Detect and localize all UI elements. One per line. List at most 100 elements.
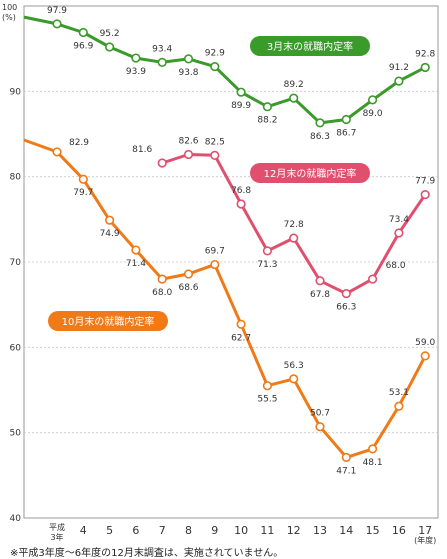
data-point (394, 76, 404, 86)
x-tick-label: 平成 3年 (49, 522, 65, 542)
data-point (183, 269, 194, 279)
data-label: 71.3 (257, 260, 277, 270)
y-tick-label: 50 (10, 429, 22, 439)
data-point (289, 374, 299, 384)
data-point (210, 259, 220, 270)
data-label: 76.8 (231, 186, 251, 196)
x-tick-label: 16 (392, 524, 406, 537)
legend-layer: 3月末の就職内定率 12月末の就職内定率 10月末の就職内定率 (48, 36, 370, 331)
series-line (23, 138, 427, 459)
data-label: 95.2 (100, 29, 120, 39)
data-point (315, 276, 325, 286)
data-label: 82.9 (69, 138, 89, 148)
data-label: 86.3 (310, 132, 330, 142)
x-tick-label: 6 (132, 524, 139, 537)
data-label: 74.9 (100, 229, 120, 239)
data-point (341, 288, 351, 299)
data-point (236, 199, 246, 209)
data-point (183, 54, 194, 64)
data-point (52, 19, 62, 29)
data-label: 93.8 (178, 68, 198, 78)
data-point (368, 274, 378, 284)
legend-tag (250, 36, 370, 56)
x-tick-label: 8 (185, 524, 192, 537)
x-axis: 平成 3年 4 5 6 7 8 9 10 11 12 13 14 15 16 17(年度) (49, 522, 436, 545)
series-1: 81.6 82.6 82.5 76.8 71.3 72.8 67.8 66.3 68.0 73.4… (132, 136, 435, 312)
data-point (394, 401, 404, 411)
data-label: 71.4 (126, 259, 146, 269)
y-unit-label: (%) (2, 13, 16, 22)
data-label: 55.5 (257, 395, 277, 405)
data-point (394, 228, 404, 238)
chart: 40 50 60 70 80 90 100(%) 平成 3年 4 5 6 7 8 9 10 11 12 13 14 1… (2, 3, 439, 545)
series-line (23, 15, 426, 125)
data-label: 96.9 (73, 41, 93, 51)
data-label: 93.9 (126, 67, 146, 77)
data-label: 59.0 (415, 338, 435, 348)
data-label: 92.9 (205, 49, 225, 59)
data-label: 81.6 (132, 145, 152, 155)
data-point (315, 422, 325, 432)
y-tick-label: 70 (10, 258, 22, 268)
x-tick-label: 9 (211, 524, 218, 537)
y-unit-value: 100 (2, 3, 17, 12)
x-unit-label: (年度) (414, 535, 436, 545)
data-label: 48.1 (363, 458, 383, 468)
data-point (341, 114, 351, 125)
data-label: 66.3 (336, 303, 356, 313)
data-label: 56.3 (284, 361, 304, 371)
legend-label: 10月末の就職内定率 (62, 315, 155, 328)
data-label: 68.0 (386, 261, 406, 271)
y-tick-label: 40 (10, 514, 22, 524)
data-label: 72.8 (284, 220, 304, 230)
data-label: 89.2 (284, 80, 304, 90)
data-label: 88.2 (257, 116, 277, 126)
data-point (236, 319, 246, 329)
x-tick-label: 15 (366, 524, 380, 537)
data-point (157, 158, 167, 168)
x-tick-label: 10 (234, 524, 248, 537)
data-label: 92.8 (415, 49, 435, 59)
data-label: 91.2 (389, 63, 409, 73)
x-tick-label: 4 (80, 524, 87, 537)
data-point (368, 444, 378, 454)
data-point (210, 150, 220, 160)
data-label: 93.4 (152, 44, 172, 54)
y-tick-label: 60 (10, 343, 22, 353)
legend-label: 3月末の就職内定率 (267, 40, 353, 53)
x-tick-label: 14 (339, 524, 353, 537)
legend-label: 12月末の就職内定率 (264, 167, 357, 180)
x-tick-label: 5 (106, 524, 113, 537)
data-point (236, 87, 246, 97)
data-point (78, 27, 88, 38)
data-point (131, 245, 141, 255)
legend-tag (48, 311, 168, 331)
data-label: 77.9 (415, 177, 435, 187)
data-point (341, 452, 351, 463)
data-point (104, 215, 115, 225)
data-point (420, 189, 430, 200)
data-label: 82.6 (178, 136, 198, 146)
data-label: 68.0 (152, 288, 172, 298)
y-tick-label: 90 (10, 87, 22, 97)
legend-tag (250, 163, 370, 183)
data-point (289, 233, 299, 243)
data-label: 69.7 (205, 247, 225, 257)
data-label: 89.0 (363, 109, 383, 119)
data-label: 89.9 (231, 101, 251, 111)
data-point (420, 351, 430, 361)
data-point (78, 174, 88, 184)
data-point (289, 93, 299, 103)
data-label: 82.5 (205, 137, 225, 147)
data-point (157, 57, 167, 67)
data-point (210, 61, 220, 72)
data-label: 47.1 (336, 466, 356, 476)
data-label: 50.7 (310, 409, 330, 419)
data-point (262, 381, 273, 391)
data-point (262, 246, 273, 256)
data-label: 86.7 (336, 128, 356, 138)
data-point (131, 53, 141, 63)
x-tick-label: 17 (418, 524, 432, 537)
data-point (262, 102, 273, 112)
series-2: 82.9 79.7 74.9 71.4 68.0 68.6 69.7 62.7 55.5 56.3… (23, 138, 435, 476)
